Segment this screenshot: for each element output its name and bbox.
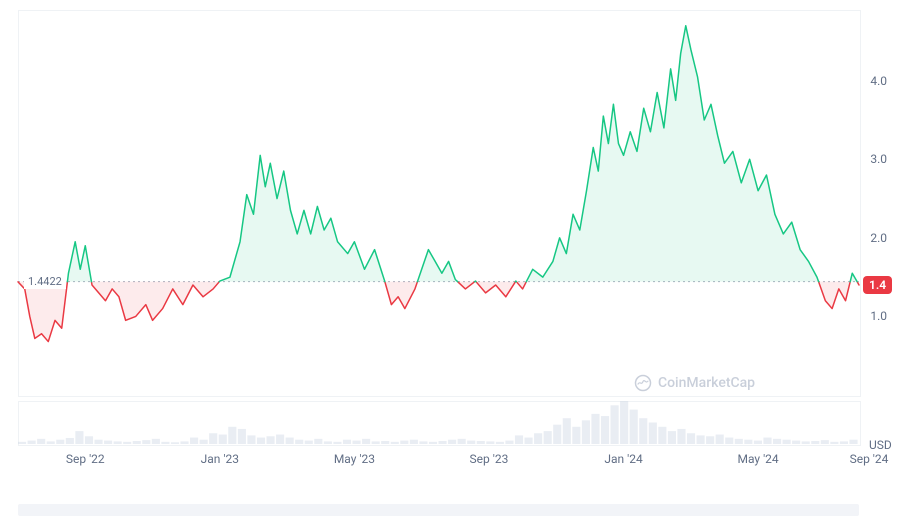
time-range-scrubber[interactable] (18, 504, 859, 516)
crypto-price-chart[interactable]: 1.02.03.04.0 Sep '22Jan '23May '23Sep '2… (0, 0, 914, 521)
y-tick-label: 1.0 (870, 309, 887, 323)
y-tick-label: 2.0 (870, 231, 887, 245)
current-price-badge: 1.4 (863, 276, 892, 294)
baseline-start-label: 1.4422 (24, 274, 66, 289)
watermark-text: CoinMarketCap (658, 375, 755, 391)
coinmarketcap-logo-icon (634, 374, 652, 392)
y-tick-label: 4.0 (870, 74, 887, 88)
coinmarketcap-watermark: CoinMarketCap (634, 374, 755, 392)
y-tick-label: 3.0 (870, 152, 887, 166)
chart-svg[interactable] (0, 0, 914, 521)
y-axis-unit-label: USD (869, 438, 892, 452)
